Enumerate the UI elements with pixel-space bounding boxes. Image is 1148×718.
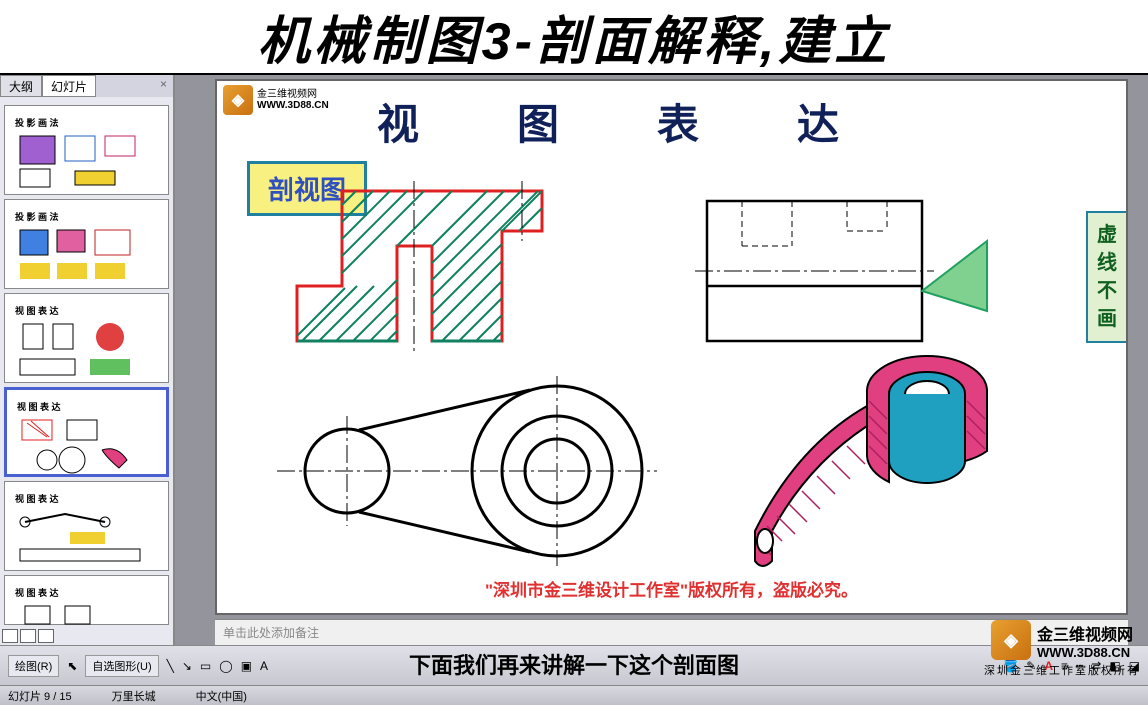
tab-outline[interactable]: 大纲 [0, 75, 42, 97]
language-indicator: 中文(中国) [196, 688, 247, 704]
slide-title: 视 图 表 达 [377, 91, 867, 152]
sidebar-tabs: 大纲 幻灯片 × [0, 75, 173, 97]
status-bar: 幻灯片 9 / 15 万里长城 中文(中国) [0, 685, 1148, 705]
thumbnail-6[interactable]: 6 投 影 画 法 [4, 105, 169, 195]
thumb-preview-icon [15, 319, 155, 379]
thumbnail-8[interactable]: 8 视 图 表 达 [4, 293, 169, 383]
watermark: ◈ 金三维视频网 WWW.3D88.CN 深圳金三维工作室版权所有 [984, 620, 1140, 678]
logo-url: WWW.3D88.CN [257, 100, 329, 111]
title-banner: 机械制图3-剖面解释,建立 [0, 0, 1148, 75]
rect-icon[interactable]: ▭ [200, 659, 211, 673]
copyright-text: "深圳市金三维设计工作室"版权所有，盗版必究。 [217, 576, 1126, 601]
view-mode-icons [0, 627, 173, 645]
page-title: 机械制图3-剖面解释,建立 [258, 0, 891, 74]
thumbnail-10[interactable]: 0 视 图 表 达 [4, 481, 169, 571]
watermark-logo-icon: ◈ [991, 620, 1031, 660]
wordart-icon[interactable]: A [260, 659, 268, 673]
thumbnail-9[interactable]: 9 视 图 表 达 [4, 387, 169, 477]
slide-position: 幻灯片 9 / 15 [8, 688, 72, 704]
slide-logo: ◈ 金三维视频网 WWW.3D88.CN [223, 85, 329, 115]
draw-menu-button[interactable]: 绘图(R) [8, 655, 59, 677]
theme-name: 万里长城 [112, 688, 156, 704]
logo-icon: ◈ [223, 85, 253, 115]
tab-slides[interactable]: 幻灯片 [42, 75, 96, 97]
watermark-brand: 金三维视频网 [1037, 621, 1133, 645]
thumbnail-7[interactable]: 7 投 影 画 法 [4, 199, 169, 289]
autoshape-button[interactable]: 自选图形(U) [85, 655, 158, 677]
slideshow-view-icon[interactable] [38, 629, 54, 643]
textbox-icon[interactable]: ▣ [241, 659, 252, 673]
logo-brand: 金三维视频网 [257, 89, 329, 100]
thumb-preview-icon [15, 225, 155, 285]
watermark-url: WWW.3D88.CN [1037, 645, 1133, 660]
line-icon[interactable]: ╲ [167, 659, 174, 673]
thumb-preview-icon [15, 507, 155, 567]
close-icon[interactable]: × [154, 75, 173, 97]
arrow-icon[interactable]: ↘ [182, 659, 192, 673]
sidebar: 大纲 幻灯片 × 6 投 影 画 法 7 投 影 画 法 8 视 图 表 达 [0, 75, 175, 645]
callout-box: 虚 线 不 画 [1086, 211, 1128, 343]
thumbnail-11[interactable]: 1 视 图 表 达 [4, 575, 169, 625]
sorter-view-icon[interactable] [20, 629, 36, 643]
slide-canvas[interactable]: ◈ 金三维视频网 WWW.3D88.CN 视 图 表 达 剖视图 [215, 79, 1128, 615]
oval-icon[interactable]: ◯ [219, 659, 232, 673]
slide-area: ◈ 金三维视频网 WWW.3D88.CN 视 图 表 达 剖视图 [175, 75, 1148, 645]
pointer-icon[interactable]: ⬉ [67, 659, 77, 673]
subtitle-overlay: 下面我们再来讲解一下这个剖面图 [409, 648, 739, 680]
thumbnail-list: 6 投 影 画 法 7 投 影 画 法 8 视 图 表 达 9 视 图 表 达 [0, 97, 173, 627]
main-diagram [237, 151, 1017, 591]
callout-text: 虚 [1097, 221, 1117, 249]
thumb-preview-icon [15, 131, 155, 191]
thumb-preview-icon [17, 415, 156, 475]
main-area: 大纲 幻灯片 × 6 投 影 画 法 7 投 影 画 法 8 视 图 表 达 [0, 75, 1148, 645]
thumb-preview-icon [15, 601, 155, 626]
watermark-owner: 深圳金三维工作室版权所有 [984, 662, 1140, 678]
normal-view-icon[interactable] [2, 629, 18, 643]
